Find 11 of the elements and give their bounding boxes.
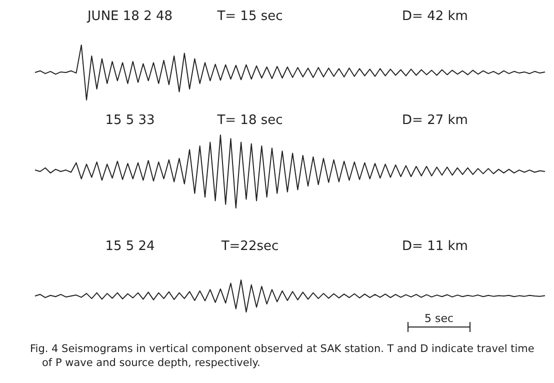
caption: Fig. 4 Seismograms in vertical component observed at SAK station. T and D indicate travel time of P wave and source depth, respectively. bbox=[30, 343, 534, 369]
text: T= 18 sec bbox=[216, 113, 283, 128]
text: D= 27 km bbox=[402, 113, 468, 128]
text: T= 15 sec bbox=[216, 9, 283, 24]
text: D= 11 km bbox=[402, 239, 468, 254]
text: JUNE 18 2 48 bbox=[86, 9, 173, 24]
text: T=22sec bbox=[220, 239, 279, 254]
text: 15 5 24 bbox=[105, 239, 155, 254]
text: D= 42 km bbox=[402, 9, 468, 24]
annotation: 5 sec bbox=[424, 312, 454, 325]
text: 15 5 33 bbox=[105, 113, 155, 128]
